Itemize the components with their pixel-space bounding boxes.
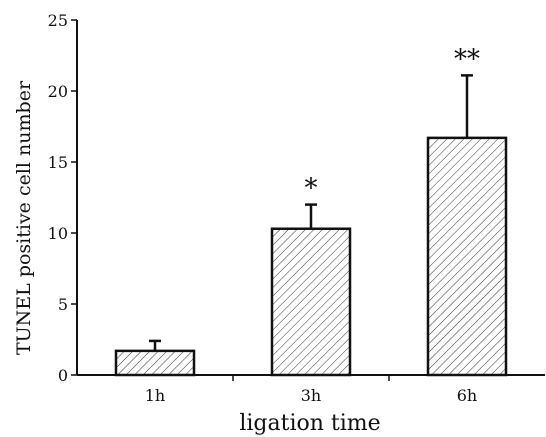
y-tick-label: 25 xyxy=(48,11,68,30)
bars-group: *** xyxy=(114,44,508,377)
x-tick-label: 3h xyxy=(301,386,321,405)
y-tick-label: 0 xyxy=(58,366,68,385)
bar xyxy=(270,227,352,377)
labels-group: TUNEL positive cell number ligation time xyxy=(13,80,381,436)
x-tick-label: 1h xyxy=(145,386,165,405)
x-axis-label: ligation time xyxy=(239,411,380,436)
y-tick-label: 5 xyxy=(58,295,68,314)
bar xyxy=(114,349,196,377)
y-tick-label: 20 xyxy=(48,82,68,101)
y-tick-label: 15 xyxy=(48,153,68,172)
significance-label: * xyxy=(305,174,318,204)
bar xyxy=(426,136,508,377)
y-axis-label: TUNEL positive cell number xyxy=(13,80,35,355)
significance-label: ** xyxy=(454,44,480,74)
y-tick-label: 10 xyxy=(48,224,68,243)
x-tick-label: 6h xyxy=(457,386,477,405)
